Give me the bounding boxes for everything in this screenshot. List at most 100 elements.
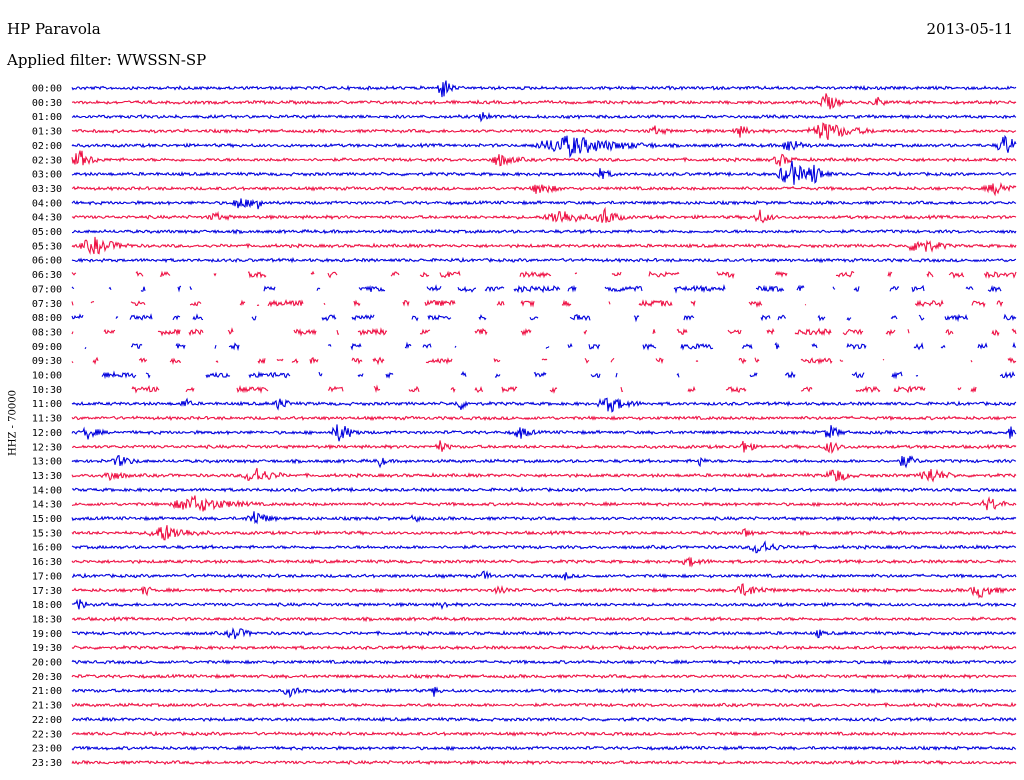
trace-line [131, 384, 977, 394]
time-label: 03:30 [32, 184, 62, 195]
trace-line [71, 313, 1017, 323]
time-label: 19:00 [32, 629, 62, 640]
trace-line [71, 570, 1017, 581]
trace-line [71, 486, 1017, 493]
trace-line [71, 256, 1017, 264]
time-label: 10:00 [32, 371, 62, 382]
time-label: 08:30 [32, 327, 62, 338]
time-label: 11:00 [32, 399, 62, 410]
trace-line [71, 467, 1017, 483]
time-label: 03:00 [32, 170, 62, 181]
time-label: 02:30 [32, 155, 62, 166]
trace-line [71, 415, 1017, 422]
trace-line [71, 150, 1017, 167]
trace-line [71, 716, 1017, 723]
trace-line [71, 181, 1017, 197]
trace-line [71, 644, 1017, 651]
time-label: 00:30 [32, 98, 62, 109]
trace-line [71, 198, 1017, 210]
trace-line [84, 341, 1017, 352]
time-label: 22:00 [32, 715, 62, 726]
time-label: 09:00 [32, 342, 62, 353]
trace-line [101, 370, 1016, 380]
trace-line [71, 134, 1017, 159]
time-label: 21:00 [32, 686, 62, 697]
trace-line [71, 122, 1017, 141]
trace-line [72, 301, 1016, 307]
time-label: 21:30 [32, 701, 62, 712]
filter-label: Applied filter: WWSSN-SP [7, 51, 207, 69]
trace-line [71, 236, 1017, 255]
trace-line [71, 270, 1017, 279]
time-label: 07:30 [32, 299, 62, 310]
time-label: 16:00 [32, 543, 62, 554]
time-label: 07:00 [32, 284, 62, 295]
time-label: 02:00 [32, 141, 62, 152]
time-label: 22:30 [32, 729, 62, 740]
trace-line [71, 686, 1017, 699]
time-label: 13:30 [32, 471, 62, 482]
time-label: 05:30 [32, 241, 62, 252]
trace-line [71, 283, 1002, 294]
time-label: 19:30 [32, 643, 62, 654]
trace-line [71, 540, 1017, 554]
time-label: 18:30 [32, 614, 62, 625]
time-label: 18:00 [32, 600, 62, 611]
time-label: 17:00 [32, 571, 62, 582]
time-label: 20:00 [32, 658, 62, 669]
trace-line [71, 327, 1017, 337]
time-label: 10:30 [32, 385, 62, 396]
trace-line [71, 80, 1017, 98]
trace-line [71, 160, 1017, 185]
trace-line [71, 356, 1017, 366]
time-label: 11:30 [32, 414, 62, 425]
time-label: 14:30 [32, 500, 62, 511]
time-label: 14:00 [32, 485, 62, 496]
trace-line [71, 658, 1017, 666]
trace-line [71, 583, 1017, 599]
trace-line [71, 111, 1017, 123]
trace-line [71, 556, 1017, 568]
trace-line [71, 93, 1017, 110]
trace-line [71, 730, 1017, 737]
trace-line [71, 744, 1017, 752]
trace-line [71, 525, 1017, 541]
time-label: 01:30 [32, 127, 62, 138]
trace-line [71, 673, 1017, 680]
time-label: 06:00 [32, 256, 62, 267]
time-label: 12:00 [32, 428, 62, 439]
time-label: 04:00 [32, 198, 62, 209]
time-label: 06:30 [32, 270, 62, 281]
trace-line [71, 615, 1017, 623]
time-label: 20:30 [32, 672, 62, 683]
trace-line [71, 759, 1017, 766]
trace-line [71, 397, 1017, 413]
time-label: 05:00 [32, 227, 62, 238]
time-label: 23:30 [32, 758, 62, 769]
time-label: 13:00 [32, 457, 62, 468]
time-label: 15:30 [32, 528, 62, 539]
time-label: 15:00 [32, 514, 62, 525]
time-label: 12:30 [32, 442, 62, 453]
station-title: HP Paravola [7, 20, 101, 38]
trace-line [71, 206, 1017, 224]
time-label: 01:00 [32, 112, 62, 123]
time-label: 17:30 [32, 586, 62, 597]
time-label: 08:00 [32, 313, 62, 324]
trace-line [71, 598, 1017, 610]
trace-line [71, 495, 1017, 512]
date-label: 2013-05-11 [926, 20, 1013, 38]
time-label: 00:00 [32, 84, 62, 95]
time-label: 16:30 [32, 557, 62, 568]
trace-line [71, 627, 1017, 640]
time-label: 04:30 [32, 213, 62, 224]
trace-line [71, 424, 1017, 442]
trace-line [71, 440, 1017, 455]
time-label: 23:00 [32, 744, 62, 755]
trace-line [71, 701, 1017, 709]
trace-line [72, 228, 1017, 235]
trace-line [71, 455, 1016, 469]
trace-line [71, 511, 1017, 525]
time-label: 09:30 [32, 356, 62, 367]
